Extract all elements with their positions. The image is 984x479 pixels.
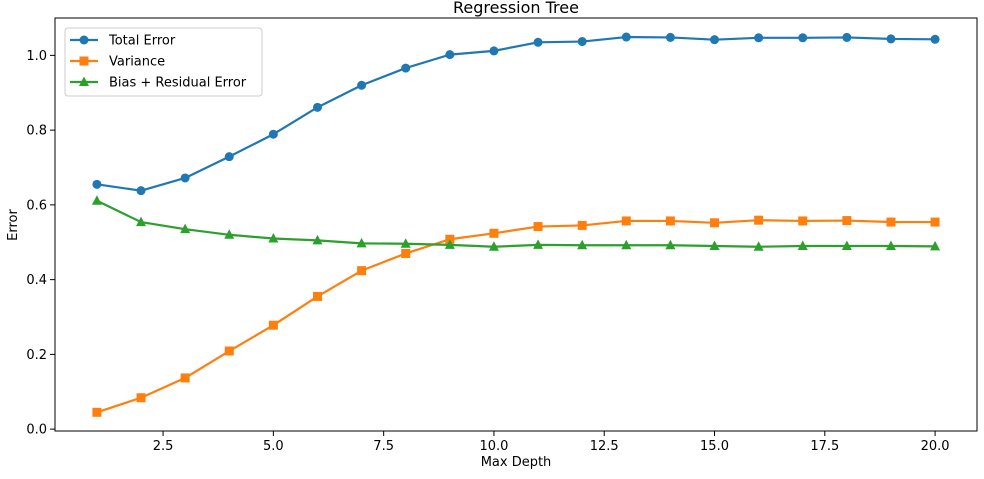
data-point-total-error: [621, 32, 631, 42]
data-point-variance: [489, 228, 499, 238]
data-point-variance: [842, 216, 852, 226]
legend-swatch-marker: [79, 35, 89, 45]
data-point-total-error: [930, 34, 940, 44]
data-point-total-error: [445, 50, 455, 60]
data-point-variance: [710, 218, 720, 228]
data-point-total-error: [401, 63, 411, 73]
data-point-total-error: [180, 173, 190, 183]
data-point-bias-residual-error: [488, 241, 499, 251]
data-point-bias-residual-error: [709, 240, 720, 250]
data-point-bias-residual-error: [136, 216, 147, 227]
legend-swatch-marker: [79, 76, 89, 86]
legend: Total Error Variance Bias + Residual Error: [64, 27, 263, 97]
data-point-variance: [886, 217, 896, 227]
data-point-total-error: [842, 32, 852, 42]
data-point-variance: [533, 222, 543, 232]
data-point-variance: [577, 220, 587, 230]
legend-item-variance: Variance: [70, 55, 165, 70]
x-tick-label: 17.5: [810, 439, 839, 454]
x-tick-label: 12.5: [590, 439, 619, 454]
legend-label: Bias + Residual Error: [109, 76, 247, 91]
data-point-total-error: [886, 34, 896, 44]
data-point-variance: [136, 393, 146, 403]
y-tick-label: 1.0: [26, 49, 47, 64]
data-point-total-error: [798, 33, 808, 43]
data-point-bias-residual-error: [753, 241, 764, 251]
data-point-bias-residual-error: [930, 240, 941, 251]
data-point-bias-residual-error: [180, 223, 191, 234]
x-axis-label: Max Depth: [481, 455, 552, 470]
x-tick-label: 15.0: [700, 439, 729, 454]
x-tick-label: 2.5: [153, 439, 174, 454]
data-point-bias-residual-error: [533, 239, 544, 249]
data-point-total-error: [224, 152, 234, 162]
data-point-bias-residual-error: [356, 237, 367, 248]
series-total-error: [92, 32, 940, 196]
data-point-variance: [445, 234, 455, 244]
data-point-bias-residual-error: [224, 229, 235, 239]
data-point-total-error: [92, 179, 102, 189]
data-point-bias-residual-error: [400, 238, 411, 248]
data-point-variance: [930, 217, 940, 227]
data-point-variance: [665, 216, 675, 226]
data-point-bias-residual-error: [841, 240, 852, 250]
x-tick-label: 7.5: [373, 439, 394, 454]
y-tick-label: 0.2: [26, 348, 47, 363]
data-point-bias-residual-error: [444, 239, 455, 249]
y-tick-label: 0.4: [26, 273, 47, 288]
data-point-total-error: [665, 32, 675, 42]
data-point-variance: [92, 407, 102, 417]
legend-label: Variance: [109, 55, 165, 70]
data-point-variance: [312, 291, 322, 301]
data-point-total-error: [710, 35, 720, 45]
data-point-variance: [180, 373, 190, 383]
data-point-bias-residual-error: [577, 239, 588, 250]
data-point-bias-residual-error: [885, 240, 896, 250]
data-point-total-error: [754, 33, 764, 43]
x-tick-label: 20.0: [921, 439, 950, 454]
data-point-total-error: [136, 186, 146, 196]
x-tick-label: 5.0: [263, 439, 284, 454]
y-tick-label: 0.0: [26, 423, 47, 438]
data-point-total-error: [489, 46, 499, 56]
data-point-bias-residual-error: [665, 239, 676, 250]
legend-item-total-error: Total Error: [70, 34, 176, 49]
data-point-bias-residual-error: [91, 195, 102, 205]
data-point-bias-residual-error: [268, 233, 279, 243]
series-bias-residual-error: [91, 195, 941, 251]
data-point-variance: [268, 320, 278, 330]
data-point-total-error: [357, 80, 367, 90]
data-point-total-error: [533, 37, 543, 47]
plot-frame: [54, 17, 978, 432]
series-line-bias-residual-error: [96, 199, 936, 248]
data-point-variance: [754, 215, 764, 225]
chart-title: Regression Tree: [453, 0, 579, 17]
data-point-variance: [621, 216, 631, 226]
data-point-bias-residual-error: [621, 239, 632, 250]
y-tick-label: 0.6: [26, 198, 47, 213]
series-line-total-error: [96, 35, 936, 192]
plot-area: 2.5 5.0 7.5 10.0 12.5 15.0 17.5 20.0 0.0 0.2 0.4 0.…: [26, 32, 950, 454]
y-tick-label: 0.8: [26, 124, 47, 139]
data-point-variance: [401, 248, 411, 258]
legend-item-bias-residual-error: Bias + Residual Error: [70, 76, 247, 91]
series-line-variance: [96, 219, 936, 414]
legend-swatch-marker: [79, 56, 89, 66]
data-point-total-error: [312, 102, 322, 112]
data-point-total-error: [268, 129, 278, 139]
series-variance: [92, 215, 940, 417]
data-point-total-error: [577, 37, 587, 47]
data-point-bias-residual-error: [312, 234, 323, 245]
x-tick-label: 10.0: [479, 439, 508, 454]
y-axis-label: Error: [6, 209, 21, 241]
data-point-variance: [798, 216, 808, 226]
data-point-variance: [357, 266, 367, 276]
legend-label: Total Error: [108, 34, 176, 49]
data-point-variance: [224, 346, 234, 356]
legend-box: [64, 27, 263, 97]
data-point-bias-residual-error: [797, 240, 808, 250]
